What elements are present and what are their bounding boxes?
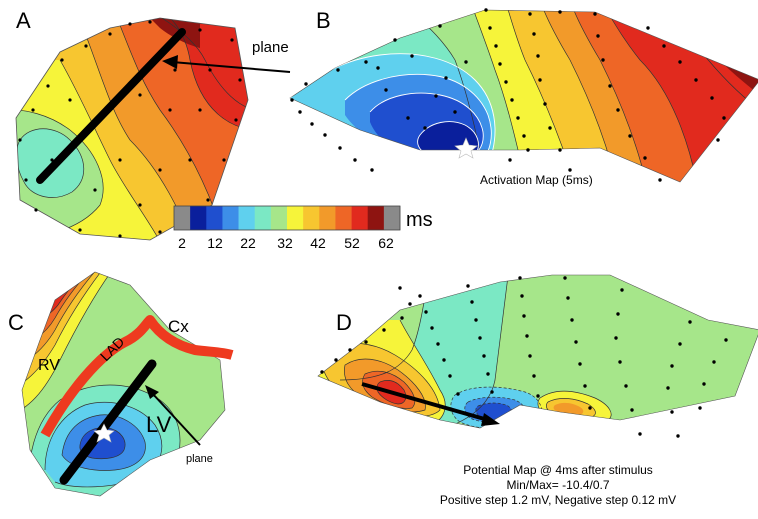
panel-b-activation-map [290,10,758,182]
panel-c-plane-arrow [151,392,201,446]
panel-c-stimulus-star-icon [93,423,115,443]
panel-a-electrode-dots [18,20,242,238]
panel-c: C plan [8,271,234,497]
colorbar-swatch [335,206,352,230]
colorbar-swatch [367,206,385,230]
panel-d-caption-line-2: Min/Max= -10.4/0.7 [506,478,609,492]
panel-d-plane-arrow [361,382,489,422]
colorbar-tick-label: 32 [277,235,293,251]
panel-b-stimulus-star-icon [454,137,478,159]
panel-d-caption-line-1: Potential Map @ 4ms after stimulus [463,463,653,477]
colorbar-swatch [303,206,320,230]
colorbar-swatch [270,206,288,230]
panel-c-lv-label: LV [146,412,172,437]
panel-a-letter: A [16,8,31,33]
colorbar-swatch [383,206,401,230]
colorbar-swatch [351,206,369,230]
panel-c-heart-map [22,272,225,496]
colorbar-tick-labels: 2 12 22 32 42 52 62 [178,235,394,251]
colorbar-swatch [222,206,239,230]
colorbar-swatch [319,206,336,230]
panel-c-letter: C [8,310,24,335]
panel-c-cx-label: Cx [168,317,189,336]
panel-b-caption: Activation Map (5ms) [480,173,593,187]
panel-d-electrode-dots [320,276,728,438]
panel-c-plane-label: plane [186,453,213,465]
panel-c-plane-line [59,359,157,485]
panel-a-plane-line [36,28,186,184]
colorbar-swatch [238,206,256,230]
panel-a-plane-label: plane [252,39,289,56]
colorbar-swatch [254,206,272,230]
panel-d-potential-map [318,275,758,428]
panel-c-rv-label: RV [38,357,60,374]
colorbar-tick-label: 42 [310,235,326,251]
colorbar-tick-label: 2 [178,235,186,251]
colorbar-tick-label: 22 [240,235,256,251]
colorbar-swatches [174,206,401,230]
panel-b-electrode-dots [290,8,726,182]
colorbar-unit: ms [406,209,433,231]
colorbar: 2 12 22 32 42 52 62 ms [173,205,433,251]
colorbar-tick-label: 52 [344,235,360,251]
colorbar-swatch [174,206,191,230]
panel-d-caption-line-3: Positive step 1.2 mV, Negative step 0.12… [440,493,676,507]
panel-a-plane-arrow [171,61,291,73]
colorbar-swatch [287,206,304,230]
colorbar-tick-label: 62 [378,235,394,251]
panel-c-lad-vessel [40,315,234,438]
colorbar-swatch [206,206,223,230]
panel-b-letter: B [316,8,331,33]
panel-b: B [289,8,758,187]
colorbar-tick-label: 12 [207,235,223,251]
colorbar-swatch [190,206,207,230]
panel-d: D [317,274,758,507]
panel-d-letter: D [336,310,352,335]
